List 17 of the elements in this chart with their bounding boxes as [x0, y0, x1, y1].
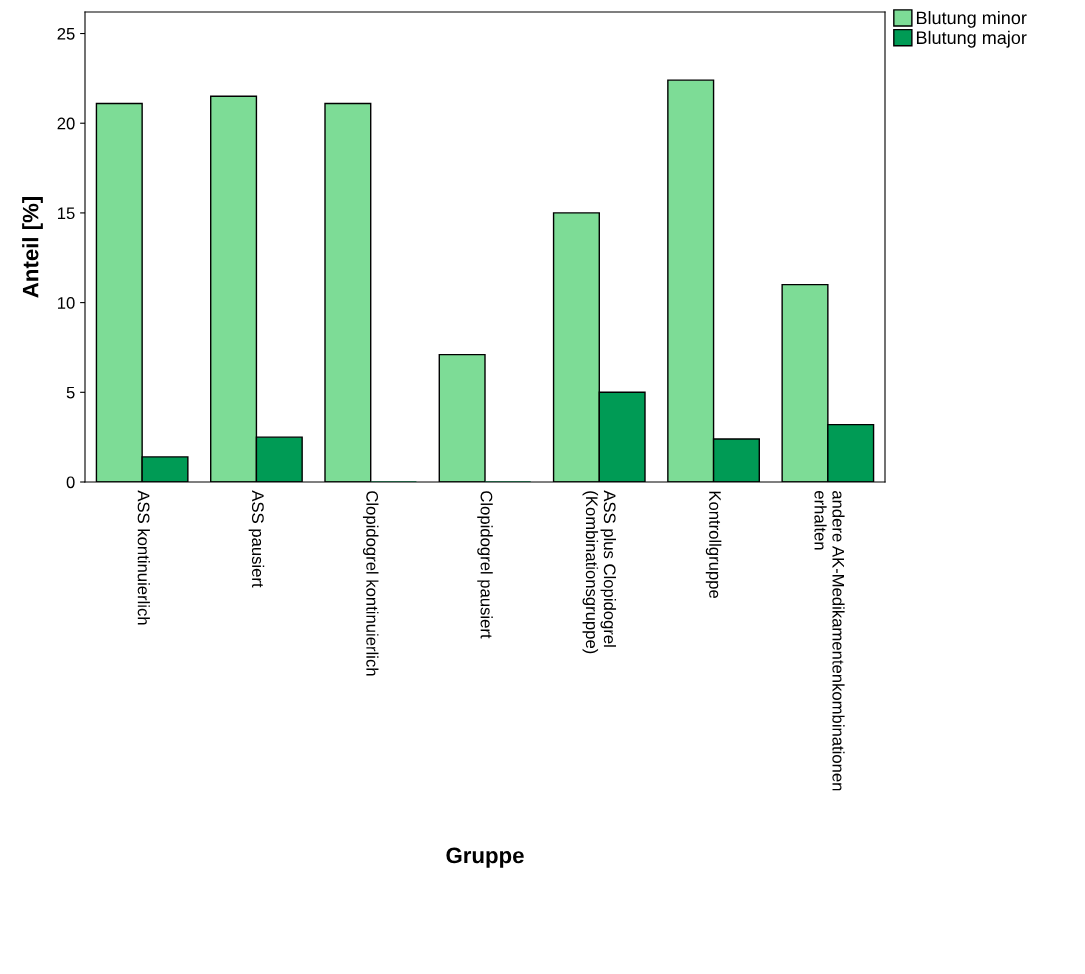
y-tick-label: 10 — [58, 297, 75, 309]
x-tick-label: andere AK-Medikamentenkombinationen erhalten — [814, 491, 845, 791]
y-tick-label: 0 — [66, 476, 75, 489]
x-axis-title: Gruppe — [446, 847, 524, 868]
x-tick-label: ASS plus Clopidogrel (Kombinationsgruppe) — [582, 490, 617, 654]
y-tick-label: 25 — [57, 27, 75, 40]
y-axis-title: Anteil [%] — [22, 197, 43, 298]
y-tick-label: 5 — [66, 386, 75, 399]
x-tick-label: ASS pausiert — [248, 490, 265, 588]
y-tick-label: 20 — [57, 117, 75, 130]
x-tick-label: Clopidogrel kontinuierlich — [362, 491, 379, 676]
legend-label: Blutung minor — [916, 11, 1027, 28]
x-tick-label: ASS kontinuierlich — [137, 490, 150, 625]
legend-label: Blutung major — [916, 30, 1027, 48]
y-tick-label: 15 — [58, 207, 75, 220]
x-tick-label: Kontrollgruppe — [705, 491, 722, 598]
x-tick-label: Clopidogrel pausiert — [477, 491, 493, 639]
